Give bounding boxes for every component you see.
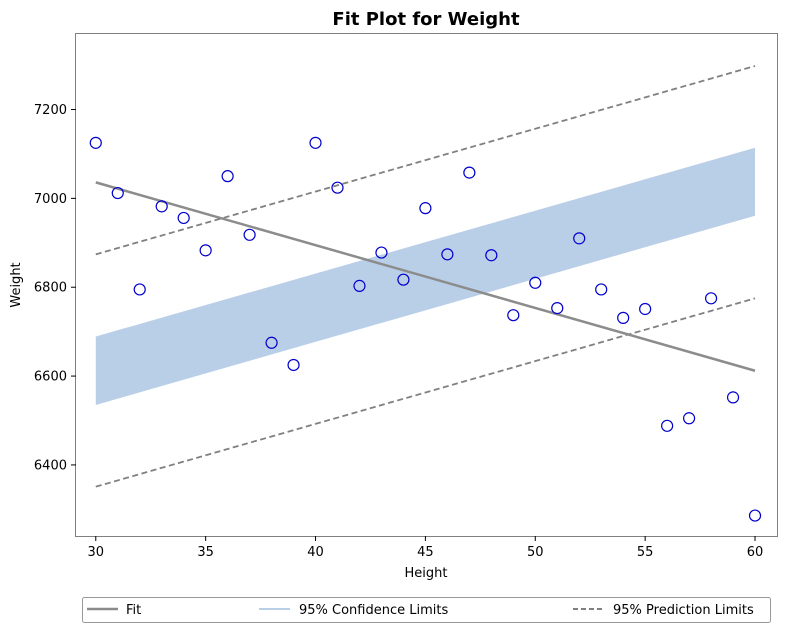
data-point [155, 200, 168, 213]
y-tick-label: 6400 [34, 458, 67, 473]
data-point [485, 249, 498, 262]
data-point [639, 302, 652, 316]
y-tick-label: 6800 [34, 281, 67, 296]
legend-prediction-label: 95% Prediction Limits [613, 603, 754, 618]
data-point [441, 248, 454, 261]
chart-title: Fit Plot for Weight [332, 9, 520, 30]
prediction-upper-line [95, 65, 756, 256]
plot-area [89, 65, 762, 522]
data-point [704, 292, 718, 305]
y-tick-label: 7000 [34, 192, 67, 207]
data-point [573, 232, 586, 245]
data-point [287, 358, 300, 372]
data-point [463, 166, 476, 179]
data-point [353, 279, 366, 292]
data-point [726, 391, 740, 404]
x-tick-label: 50 [527, 545, 544, 560]
legend: Fit 95% Confidence Limits 95% Prediction… [82, 597, 771, 623]
data-point [683, 412, 696, 425]
x-tick-label: 60 [747, 545, 764, 560]
y-tick-label: 7200 [34, 103, 67, 118]
legend-box [82, 597, 771, 623]
x-tick-label: 35 [197, 545, 214, 560]
data-point [265, 336, 278, 349]
data-point [375, 246, 388, 259]
data-point [419, 202, 432, 215]
data-point [309, 136, 322, 149]
y-axis-label: Weight [9, 262, 24, 307]
y-tick-label: 6600 [34, 370, 67, 385]
data-point [661, 419, 674, 432]
data-point [177, 211, 190, 225]
data-point [331, 181, 344, 194]
x-tick-label: 40 [307, 545, 324, 560]
x-tick-label: 45 [417, 545, 434, 560]
data-point [595, 283, 608, 296]
y-axis: 6400 6600 6800 7000 7200 [34, 103, 76, 473]
prediction-lower-line [95, 297, 756, 488]
data-point [617, 311, 630, 324]
data-point [507, 309, 520, 322]
data-point [133, 283, 146, 296]
data-point [221, 170, 234, 183]
data-point [551, 302, 564, 315]
x-axis: 30 35 40 45 50 55 60 [88, 536, 764, 560]
data-point [529, 276, 542, 289]
data-point [89, 136, 102, 149]
data-point [397, 273, 410, 286]
x-axis-label: Height [405, 566, 448, 581]
data-point [748, 509, 762, 522]
x-tick-label: 30 [88, 545, 105, 560]
data-point [111, 186, 124, 200]
legend-confidence-label: 95% Confidence Limits [299, 603, 448, 618]
legend-fit-label: Fit [126, 603, 141, 618]
data-point [199, 244, 212, 257]
plot-frame [75, 33, 778, 537]
fit-line [95, 181, 756, 372]
data-point [243, 228, 256, 241]
x-tick-label: 55 [637, 545, 654, 560]
